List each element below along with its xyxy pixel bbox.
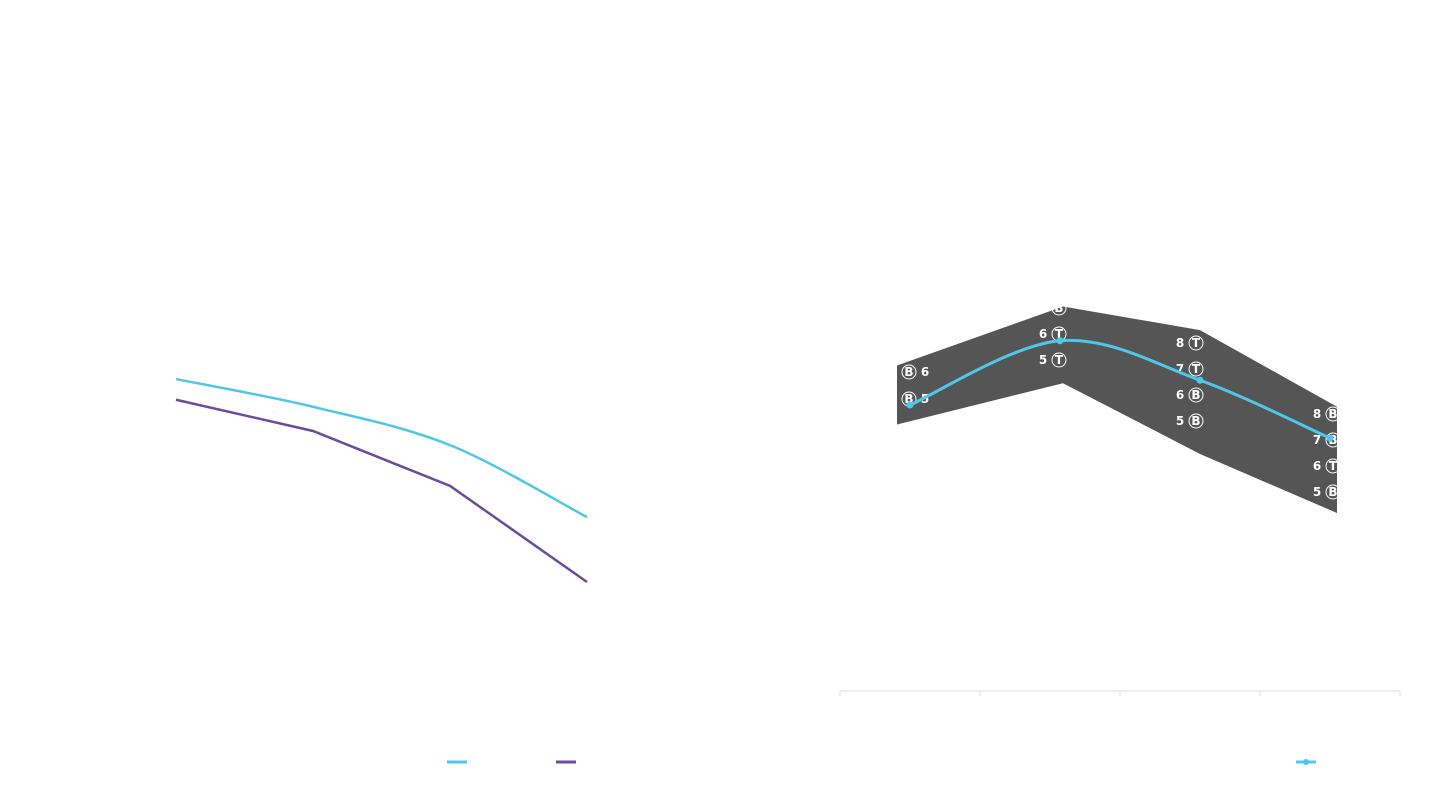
svg-text:B: B [1328, 433, 1337, 447]
annotation-label: B6 [1176, 387, 1204, 403]
svg-text:B: B [904, 392, 913, 406]
series-line-1 [175, 398, 588, 584]
svg-text:T: T [1055, 353, 1064, 367]
svg-text:B: B [1191, 388, 1200, 402]
svg-text:B: B [1328, 407, 1337, 421]
annotation-label: B5 [1313, 484, 1341, 500]
data-point[interactable] [1326, 434, 1334, 442]
svg-text:T: T [1329, 459, 1338, 473]
data-point[interactable] [906, 401, 914, 409]
svg-text:5: 5 [1039, 353, 1047, 367]
svg-text:T: T [1192, 362, 1201, 376]
svg-text:5: 5 [1176, 414, 1184, 428]
data-point[interactable] [1056, 337, 1064, 345]
annotation-label: T7 [1176, 361, 1204, 377]
svg-text:B: B [1054, 301, 1063, 315]
annotation-label: B7 [1313, 432, 1341, 448]
svg-text:7: 7 [1176, 362, 1184, 376]
annotation-label: T5 [1039, 352, 1067, 368]
svg-text:7: 7 [1313, 433, 1321, 447]
svg-text:6: 6 [1176, 388, 1184, 402]
svg-text:8: 8 [1313, 407, 1321, 421]
svg-text:B: B [1328, 485, 1337, 499]
svg-text:B: B [904, 365, 913, 379]
annotation-label: B8 [1313, 406, 1341, 422]
svg-text:7: 7 [1039, 301, 1047, 315]
annotation-label: B5 [1176, 413, 1204, 429]
legend-marker [1303, 759, 1309, 765]
svg-text:6: 6 [1039, 327, 1047, 341]
band-area [897, 306, 1337, 513]
svg-text:T: T [1055, 327, 1064, 341]
series-line-0 [175, 377, 588, 519]
svg-text:8: 8 [1176, 336, 1184, 350]
annotation-label: T6 [1313, 458, 1341, 474]
svg-text:B: B [1191, 414, 1200, 428]
annotation-label: B7 [1039, 300, 1067, 316]
svg-text:6: 6 [921, 365, 929, 379]
svg-text:6: 6 [1313, 459, 1321, 473]
svg-text:T: T [1192, 336, 1201, 350]
svg-text:5: 5 [1313, 485, 1321, 499]
data-point[interactable] [1196, 376, 1204, 384]
series-line [909, 338, 1331, 440]
annotation-label: T8 [1176, 335, 1204, 351]
